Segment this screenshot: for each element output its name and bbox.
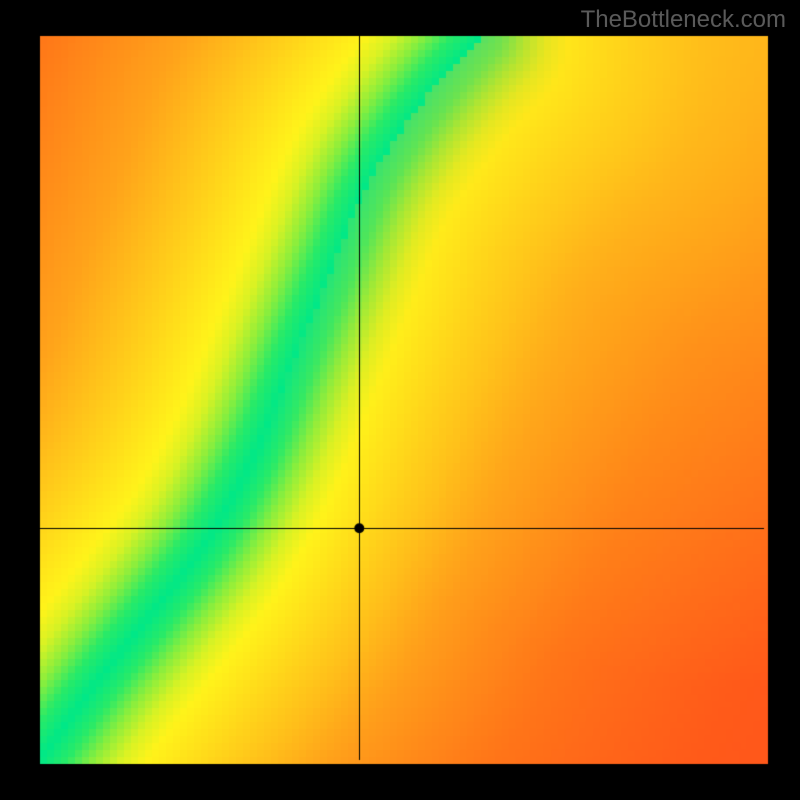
heatmap-canvas	[0, 0, 800, 800]
chart-container: TheBottleneck.com	[0, 0, 800, 800]
watermark-text: TheBottleneck.com	[581, 6, 786, 34]
